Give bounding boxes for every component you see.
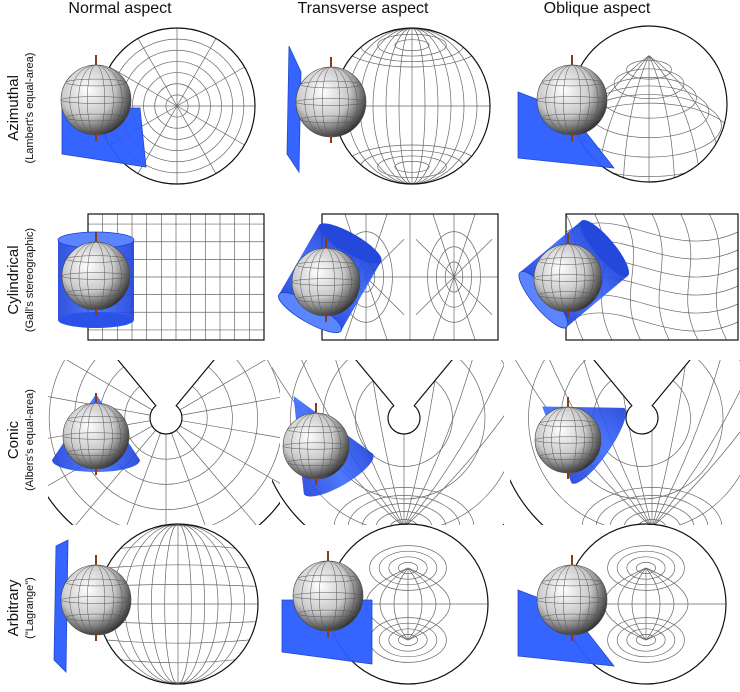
map-outline: [272, 360, 504, 525]
globe-icon: [292, 551, 364, 637]
row-title-conic: Conic: [5, 420, 22, 459]
projection-diagram: [518, 213, 739, 341]
cell-cylindrical-normal: [48, 200, 280, 365]
map-grid: [566, 545, 726, 663]
cell-conic-oblique: [510, 360, 740, 525]
column-header-oblique: Oblique aspect: [543, 0, 651, 17]
map-outline: [48, 360, 280, 525]
projection-diagram: [53, 523, 259, 685]
globe-icon: [291, 238, 361, 322]
cell-arbitrary-oblique: [510, 520, 740, 685]
cell-azimuthal-normal: [48, 22, 280, 187]
projection-diagram: [48, 360, 280, 525]
globe-icon: [533, 234, 603, 318]
row-title-arbitrary: Arbitrary: [5, 579, 22, 636]
globe-icon: [295, 57, 367, 143]
row-subtitle-azimuthal: (Lambert's equal-area): [24, 53, 36, 164]
projection-diagram: [60, 27, 256, 185]
row-subtitle-cylindrical: (Gall's stereographic): [24, 228, 36, 332]
map-grid: [566, 214, 738, 340]
cell-conic-normal: [48, 360, 280, 525]
projection-diagram: [517, 523, 727, 685]
globe-icon: [536, 555, 608, 641]
globe-icon: [282, 403, 350, 485]
map-grid: [272, 360, 504, 525]
globe-icon: [60, 555, 132, 641]
cell-azimuthal-transverse: [281, 22, 513, 187]
projection-diagram: [517, 25, 728, 183]
cell-conic-transverse: [272, 360, 504, 525]
projection-plane-icon: [53, 539, 69, 673]
projection-diagram: [286, 27, 491, 185]
cell-arbitrary-normal: [48, 520, 280, 685]
row-label-conic: Conic (Albers's equal-area): [0, 360, 40, 520]
cell-azimuthal-oblique: [510, 22, 740, 187]
row-label-azimuthal: Azimuthal (Lambert's equal-area): [0, 28, 40, 188]
projection-diagram: [57, 213, 265, 341]
row-title-azimuthal: Azimuthal: [5, 75, 22, 141]
projection-diagram: [272, 360, 504, 525]
cell-cylindrical-transverse: [272, 200, 504, 365]
globe-icon: [536, 55, 608, 141]
column-header-transverse: Transverse aspect: [297, 0, 429, 17]
cell-cylindrical-oblique: [510, 200, 740, 365]
column-header-normal: Normal aspect: [68, 0, 172, 17]
globe-icon: [60, 55, 132, 141]
projection-diagram: [510, 360, 740, 525]
cell-arbitrary-transverse: [272, 520, 504, 685]
projection-diagram: [281, 523, 489, 685]
row-subtitle-arbitrary: ("Lagrange"): [24, 577, 36, 639]
row-label-cylindrical: Cylindrical (Gall's stereographic): [0, 200, 40, 360]
globe-icon: [534, 397, 602, 479]
row-subtitle-conic: (Albers's equal-area): [24, 389, 36, 491]
projection-diagram: [278, 213, 499, 341]
map-outline: [510, 360, 691, 525]
globe-icon: [61, 232, 131, 316]
row-title-cylindrical: Cylindrical: [5, 245, 22, 314]
globe-icon: [62, 393, 130, 475]
projection-plane-icon: [286, 45, 302, 174]
row-label-arbitrary: Arbitrary ("Lagrange"): [0, 520, 40, 687]
